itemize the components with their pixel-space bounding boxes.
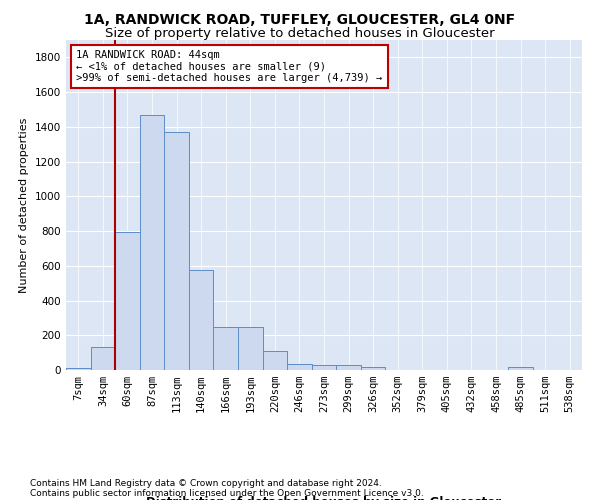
Bar — [336, 365, 361, 370]
Bar — [263, 351, 287, 370]
Bar — [91, 348, 115, 370]
Bar — [214, 326, 238, 370]
Text: Contains public sector information licensed under the Open Government Licence v3: Contains public sector information licen… — [30, 488, 424, 498]
Bar — [66, 368, 91, 370]
Text: 1A, RANDWICK ROAD, TUFFLEY, GLOUCESTER, GL4 0NF: 1A, RANDWICK ROAD, TUFFLEY, GLOUCESTER, … — [85, 12, 515, 26]
Bar — [164, 132, 189, 370]
Bar — [238, 326, 263, 370]
X-axis label: Distribution of detached houses by size in Gloucester: Distribution of detached houses by size … — [146, 496, 502, 500]
Bar — [361, 366, 385, 370]
Bar — [140, 114, 164, 370]
Text: 1A RANDWICK ROAD: 44sqm
← <1% of detached houses are smaller (9)
>99% of semi-de: 1A RANDWICK ROAD: 44sqm ← <1% of detache… — [76, 50, 383, 83]
Bar — [312, 365, 336, 370]
Bar — [115, 232, 140, 370]
Y-axis label: Number of detached properties: Number of detached properties — [19, 118, 29, 292]
Bar — [287, 364, 312, 370]
Bar — [508, 366, 533, 370]
Text: Size of property relative to detached houses in Gloucester: Size of property relative to detached ho… — [105, 28, 495, 40]
Text: Contains HM Land Registry data © Crown copyright and database right 2024.: Contains HM Land Registry data © Crown c… — [30, 478, 382, 488]
Bar — [189, 270, 214, 370]
